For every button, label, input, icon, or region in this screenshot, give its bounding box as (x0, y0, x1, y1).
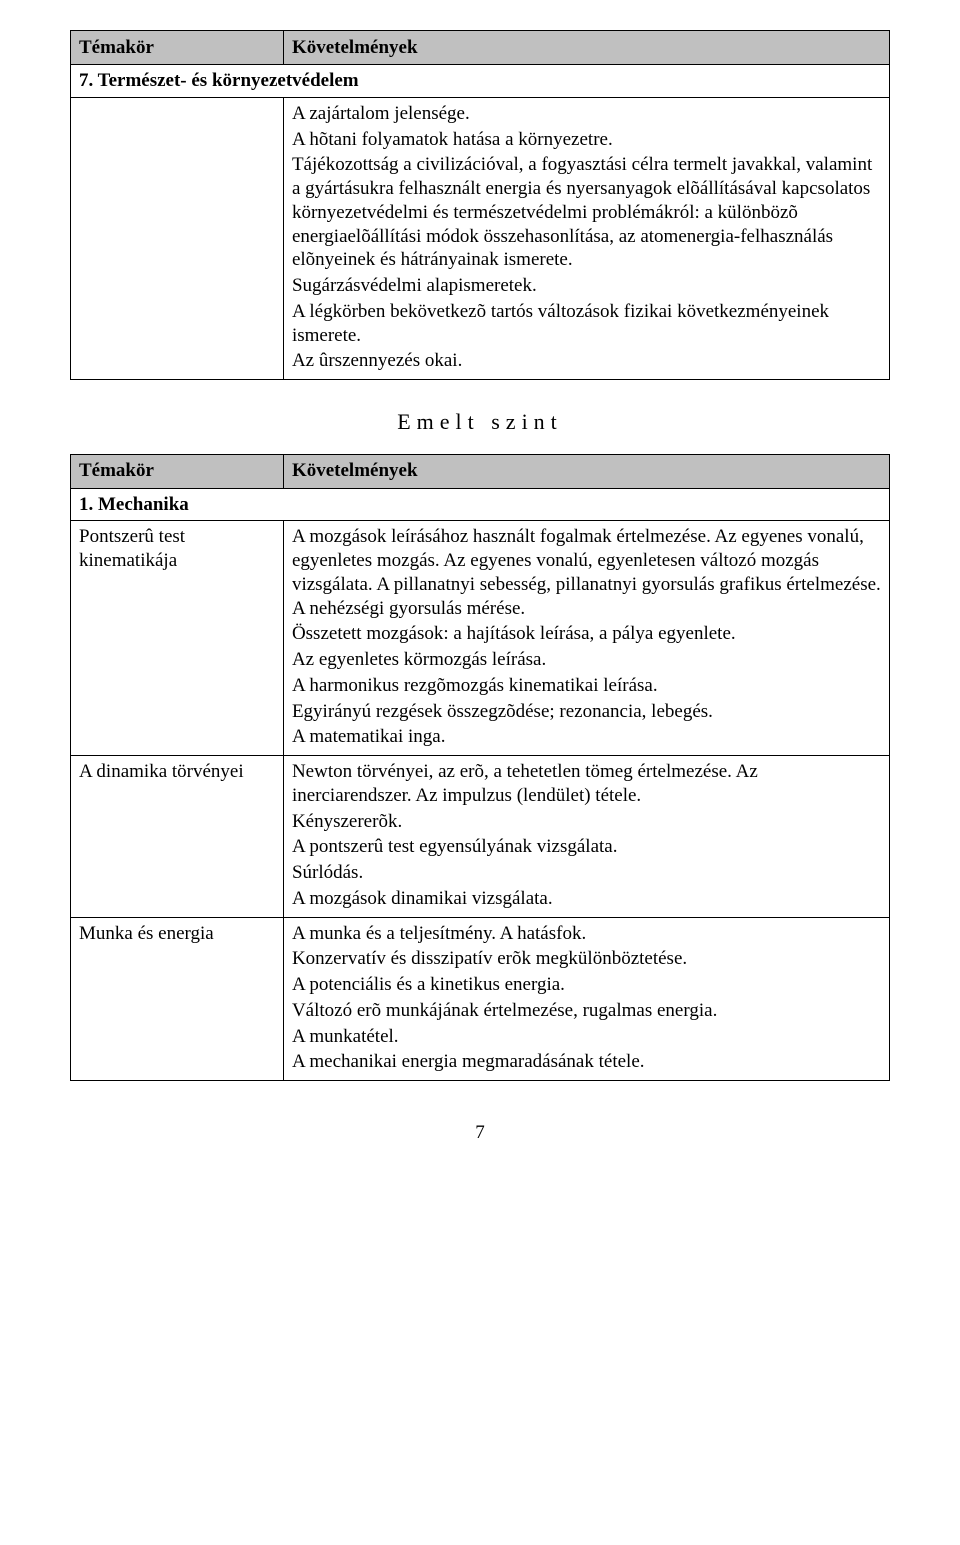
top-content-line: Sugárzásvédelmi alapismeretek. (292, 274, 881, 298)
level-heading: Emelt szint (70, 408, 890, 436)
content-line: A potenciális és a kinetikus energia. (292, 973, 881, 997)
content-line: A matematikai inga. (292, 725, 881, 749)
row-content-kinematika: A mozgások leírásához használt fogalmak … (283, 521, 889, 756)
row-content-dinamika: Newton törvényei, az erõ, a tehetetlen t… (283, 756, 889, 918)
content-line: Összetett mozgások: a hajítások leírása,… (292, 622, 881, 646)
bottom-header-right: Követelmények (283, 454, 889, 488)
bottom-section-title: 1. Mechanika (71, 488, 890, 521)
row-label-munka: Munka és energia (71, 917, 284, 1081)
content-line: Egyirányú rezgések összegzõdése; rezonan… (292, 700, 881, 724)
page-number: 7 (70, 1121, 890, 1145)
content-line: Kényszererõk. (292, 810, 881, 834)
top-section-title: 7. Természet- és környezetvédelem (71, 65, 890, 98)
top-content-line: Az ûrszennyezés okai. (292, 349, 881, 373)
top-content-line: A zajártalom jelensége. (292, 102, 881, 126)
top-table: Témakör Követelmények 7. Természet- és k… (70, 30, 890, 380)
content-line: A mozgások leírásához használt fogalmak … (292, 525, 881, 620)
top-row-label-empty (71, 97, 284, 379)
top-header-right: Követelmények (283, 31, 889, 65)
top-row-content: A zajártalom jelensége. A hõtani folyama… (283, 97, 889, 379)
content-line: Newton törvényei, az erõ, a tehetetlen t… (292, 760, 881, 808)
content-line: A harmonikus rezgõmozgás kinematikai leí… (292, 674, 881, 698)
row-label-kinematika: Pontszerû test kinematikája (71, 521, 284, 756)
bottom-header-left: Témakör (71, 454, 284, 488)
content-line: A pontszerû test egyensúlyának vizsgálat… (292, 835, 881, 859)
content-line: A munka és a teljesítmény. A hatásfok. (292, 922, 881, 946)
content-line: Konzervatív és disszipatív erõk megkülön… (292, 947, 881, 971)
top-content-line: Tájékozottság a civilizációval, a fogyas… (292, 153, 881, 272)
content-line: Változó erõ munkájának értelmezése, ruga… (292, 999, 881, 1023)
row-content-munka: A munka és a teljesítmény. A hatásfok. K… (283, 917, 889, 1081)
top-header-left: Témakör (71, 31, 284, 65)
content-line: Súrlódás. (292, 861, 881, 885)
content-line: A mechanikai energia megmaradásának téte… (292, 1050, 881, 1074)
content-line: Az egyenletes körmozgás leírása. (292, 648, 881, 672)
top-content-line: A hõtani folyamatok hatása a környezetre… (292, 128, 881, 152)
bottom-table: Témakör Követelmények 1. Mechanika Ponts… (70, 454, 890, 1082)
row-label-dinamika: A dinamika törvényei (71, 756, 284, 918)
top-content-line: A légkörben bekövetkezõ tartós változáso… (292, 300, 881, 348)
content-line: A munkatétel. (292, 1025, 881, 1049)
content-line: A mozgások dinamikai vizsgálata. (292, 887, 881, 911)
